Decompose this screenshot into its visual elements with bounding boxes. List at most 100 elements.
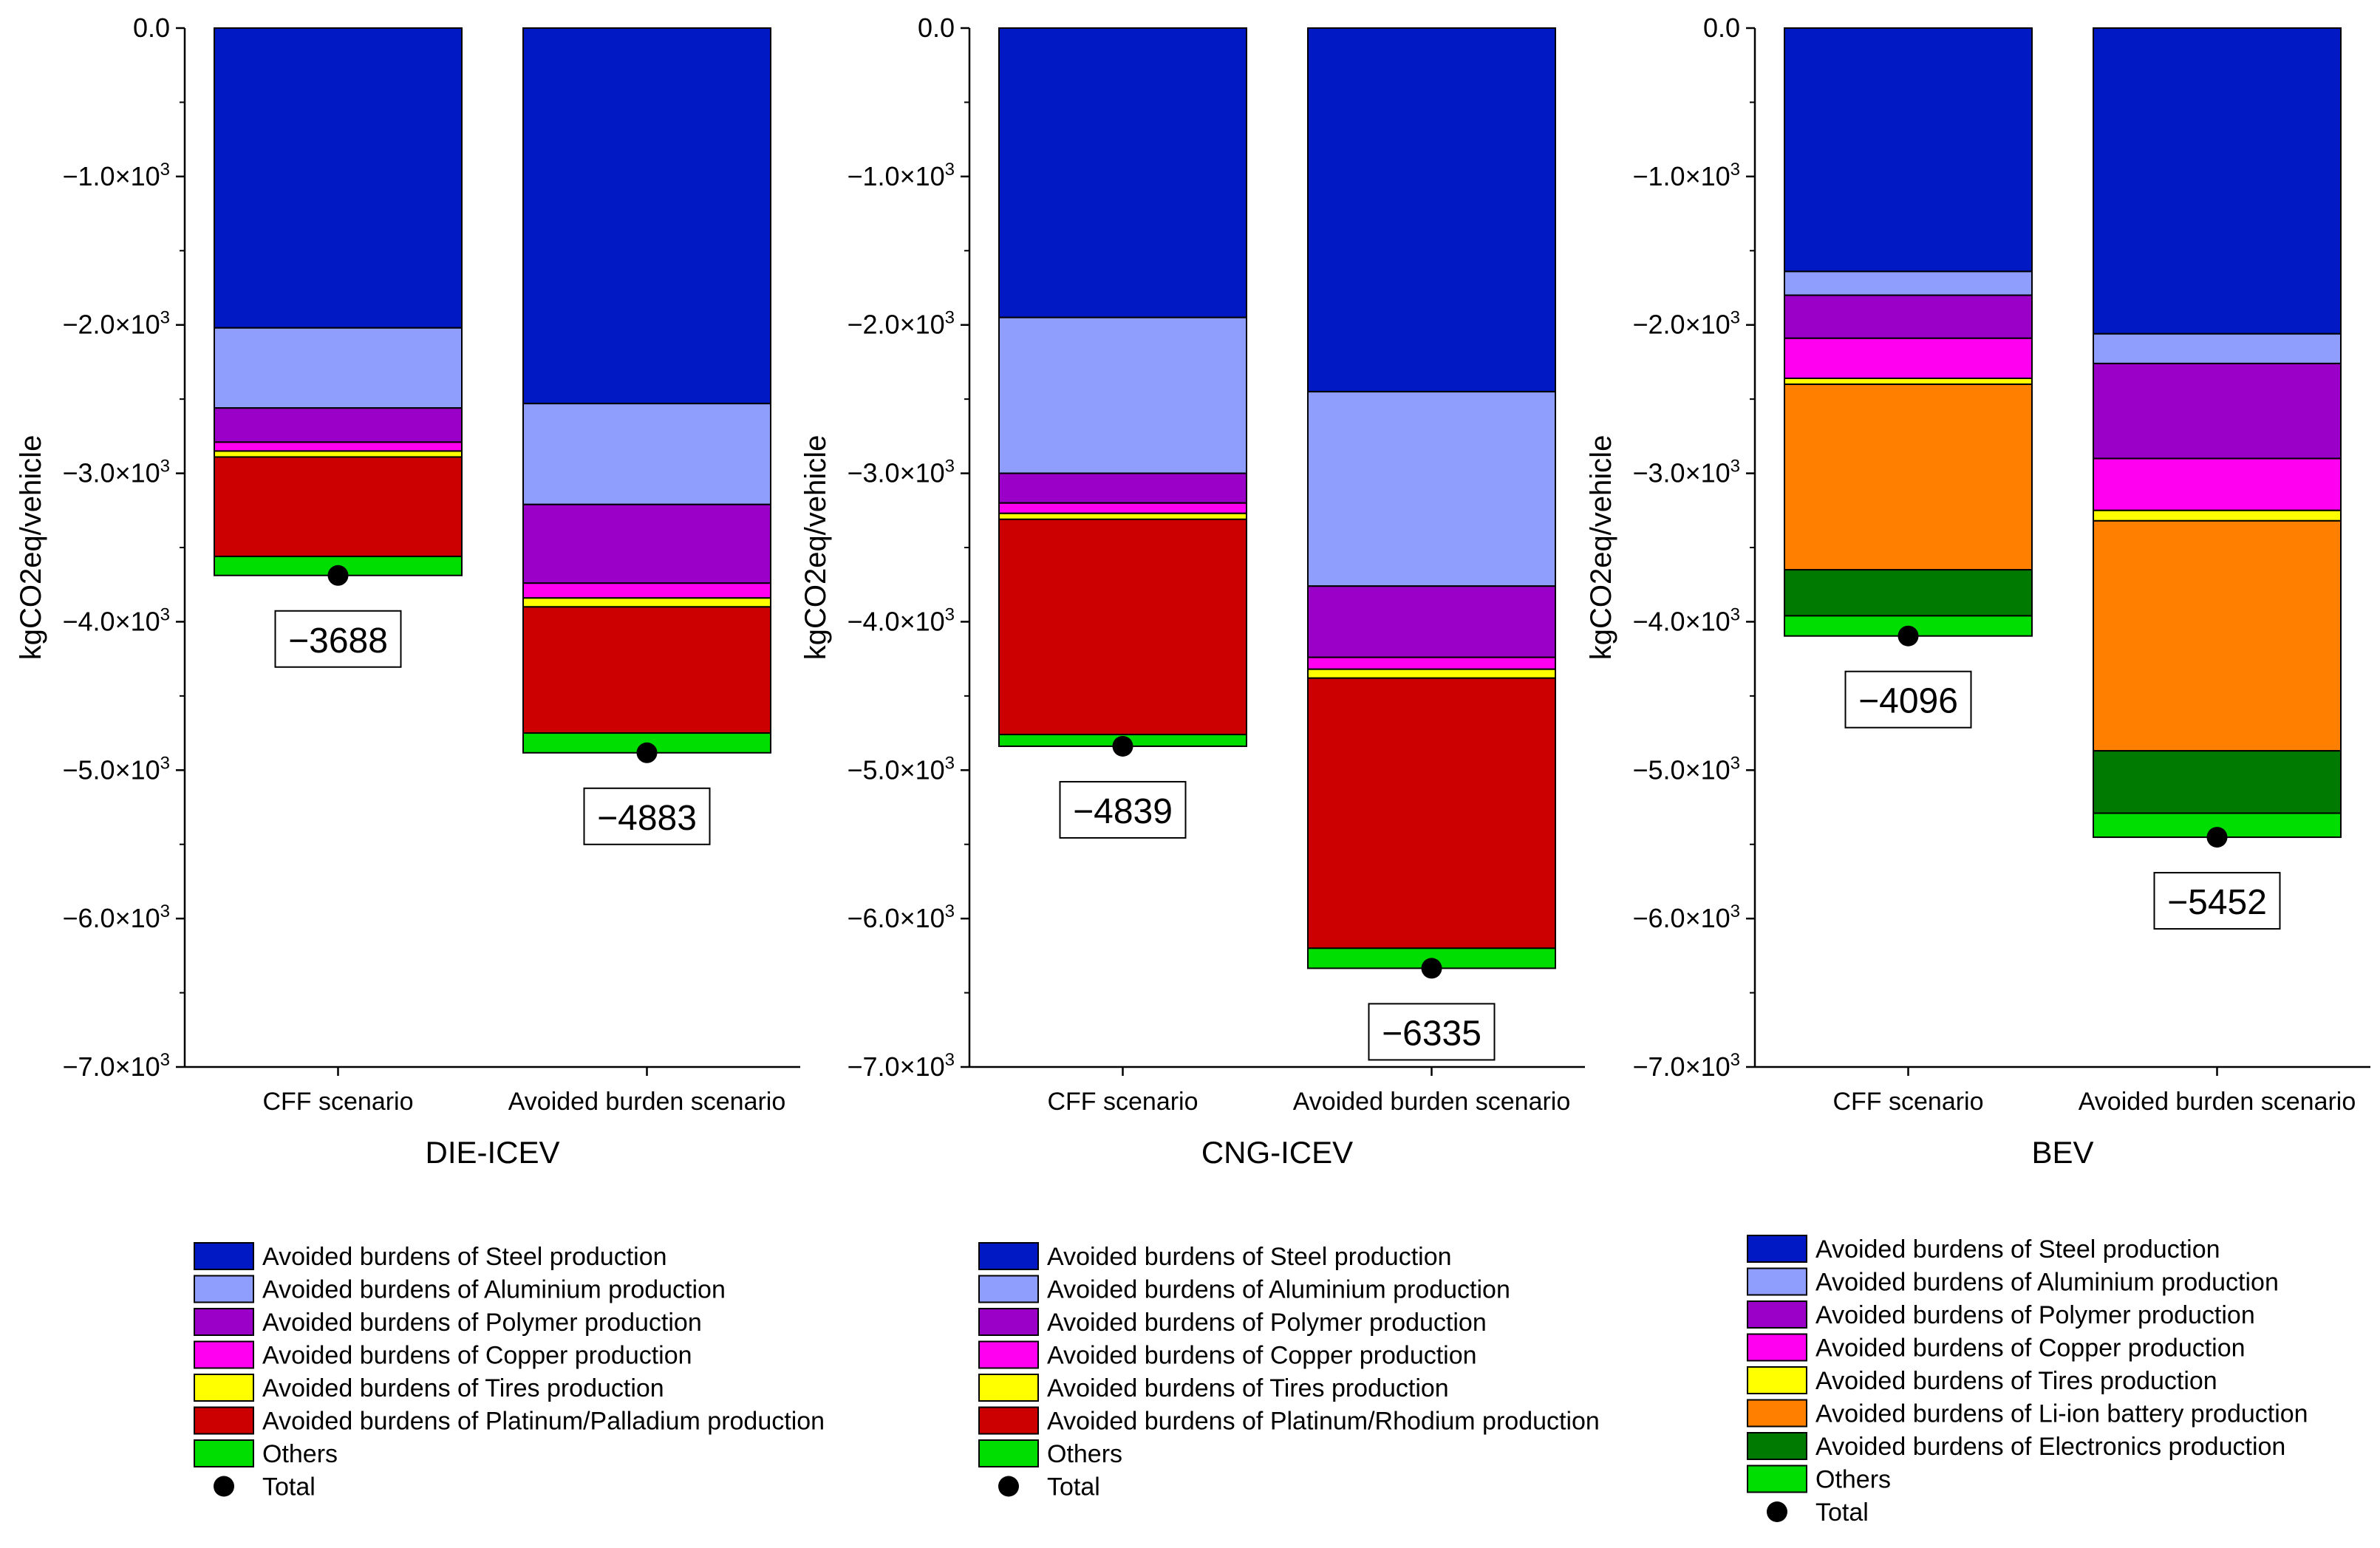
panel-1: 0.0 −1.0×103 −2.0×103 −3.0×103 −4.0×103 −5.0×…: [15, 13, 800, 1170]
bar-segment: [214, 27, 463, 329]
total-label: −4096: [1858, 682, 1958, 721]
legend-entry-label: Others: [262, 1440, 338, 1468]
panel-2: 0.0 −1.0×103 −2.0×103 −3.0×103 −4.0×103 −5.0×…: [799, 13, 1585, 1170]
legend-total-marker: [214, 1476, 234, 1497]
bar-segment: [522, 597, 771, 608]
total-label-box: [1059, 780, 1187, 839]
y-tick-label: −6.0×103: [1633, 901, 1741, 933]
bar-segment: [2093, 509, 2342, 522]
legend-2: Avoided burdens of Steel production Avoid…: [978, 1242, 1600, 1501]
legend-entry-label: Avoided burdens of Polymer production: [262, 1309, 702, 1337]
total-marker: [1897, 625, 1919, 647]
legend-swatch: [978, 1242, 1039, 1270]
legend-entry-label: Avoided burdens of Aluminium production: [262, 1276, 726, 1304]
y-tick-label: −5.0×103: [848, 753, 955, 785]
total-label: −4883: [597, 799, 697, 838]
bar-segment: [998, 472, 1247, 504]
bar-segment: [1784, 569, 2033, 617]
y-axis-label: kgCO2eq/vehicle: [1585, 435, 1617, 661]
legend-swatch: [978, 1406, 1039, 1435]
legend-entry-label: Avoided burdens of Aluminium production: [1047, 1276, 1510, 1304]
legend-total-label: Total: [262, 1473, 316, 1501]
bar-segment: [214, 456, 463, 558]
legend-3: Avoided burdens of Steel production Avoid…: [1747, 1235, 2308, 1527]
bar-segment: [2093, 27, 2342, 335]
legend-swatch: [978, 1340, 1039, 1369]
y-axis-label: kgCO2eq/vehicle: [15, 435, 47, 661]
panel-title: BEV: [2031, 1135, 2093, 1170]
bar-segment: [1307, 656, 1556, 670]
total-marker: [2206, 827, 2228, 848]
x-tick-label: CFF scenario: [1832, 1088, 1983, 1116]
panel-title: CNG-ICEV: [1201, 1135, 1353, 1170]
y-tick-label: −5.0×103: [1633, 753, 1741, 785]
total-label: −3688: [288, 621, 388, 661]
legend-entry-label: Avoided burdens of Tires production: [1815, 1367, 2217, 1395]
y-tick-label: −6.0×103: [848, 901, 955, 933]
y-tick-label: −7.0×103: [63, 1050, 171, 1082]
bar-segment: [998, 316, 1247, 474]
total-label-box: [1368, 1003, 1496, 1061]
legend-swatch: [194, 1242, 254, 1270]
y-tick-label: 0.0: [1703, 13, 1740, 43]
legend-total-marker: [998, 1476, 1019, 1497]
bar-segment: [1307, 391, 1556, 587]
legend-entry-label: Avoided burdens of Polymer production: [1047, 1309, 1487, 1337]
legend-entry-label: Avoided burdens of Li-ion battery produc…: [1815, 1400, 2308, 1428]
bar-segment: [1784, 27, 2033, 273]
bar-segment: [214, 441, 463, 452]
total-label: −6335: [1382, 1014, 1481, 1053]
legend-swatch: [1747, 1235, 1807, 1263]
legend-entry-label: Others: [1815, 1466, 1891, 1494]
legend-entry-label: Others: [1047, 1440, 1122, 1468]
bar-segment: [2093, 457, 2342, 511]
panel-3: 0.0 −1.0×103 −2.0×103 −3.0×103 −4.0×103 −5.0×…: [1585, 13, 2370, 1170]
bar-segment: [1307, 677, 1556, 949]
y-tick-label: −2.0×103: [63, 308, 171, 340]
legend-swatch: [978, 1275, 1039, 1303]
y-tick-label: −2.0×103: [1633, 308, 1741, 340]
bar-segment: [214, 450, 463, 458]
x-tick-label: Avoided burden scenario: [508, 1088, 786, 1116]
y-tick-label: −2.0×103: [848, 308, 955, 340]
y-tick-label: 0.0: [133, 13, 170, 43]
legend-swatch: [978, 1308, 1039, 1336]
legend-entry-label: Avoided burdens of Copper production: [1815, 1334, 2246, 1363]
bar-segment: [998, 512, 1247, 520]
bar-segment: [1784, 270, 2033, 296]
y-tick-label: −4.0×103: [848, 604, 955, 636]
bar-segment: [1784, 294, 2033, 339]
y-tick-label: −1.0×103: [1633, 160, 1741, 191]
legend-swatch: [978, 1374, 1039, 1402]
legend-swatch: [194, 1275, 254, 1303]
legend-1: Avoided burdens of Steel production Avoid…: [194, 1242, 825, 1501]
total-label-box: [2153, 872, 2281, 930]
y-tick-label: 0.0: [918, 13, 955, 43]
bar-segment: [1784, 383, 2033, 571]
legend-swatch: [1747, 1399, 1807, 1428]
legend-entry-label: Avoided burdens of Steel production: [1047, 1243, 1452, 1271]
bar-segment: [522, 606, 771, 734]
bar-segment: [1307, 27, 1556, 393]
total-label-box: [274, 610, 402, 668]
legend-swatch: [978, 1439, 1039, 1467]
total-label: −5452: [2167, 883, 2267, 922]
legend-entry-label: Avoided burdens of Copper production: [1047, 1342, 1477, 1370]
legend-entry-label: Avoided burdens of Platinum/Rhodium prod…: [1047, 1408, 1600, 1436]
total-label: −4839: [1073, 792, 1173, 831]
legend-swatch: [1747, 1300, 1807, 1329]
bar-segment: [522, 503, 771, 584]
bar-segment: [1784, 337, 2033, 380]
y-tick-label: −3.0×103: [63, 457, 171, 488]
legend-swatch: [1747, 1267, 1807, 1296]
bar-segment: [522, 582, 771, 599]
legend-entry-label: Avoided burdens of Electronics productio…: [1815, 1433, 2285, 1461]
bar-segment: [998, 518, 1247, 736]
legend-entry-label: Avoided burdens of Tires production: [262, 1374, 664, 1402]
bar-segment: [2093, 362, 2342, 460]
bar-segment: [1784, 378, 2033, 386]
bar-segment: [998, 27, 1247, 318]
legend-entry-label: Avoided burdens of Platinum/Palladium pr…: [262, 1408, 825, 1436]
legend-swatch: [1747, 1333, 1807, 1362]
